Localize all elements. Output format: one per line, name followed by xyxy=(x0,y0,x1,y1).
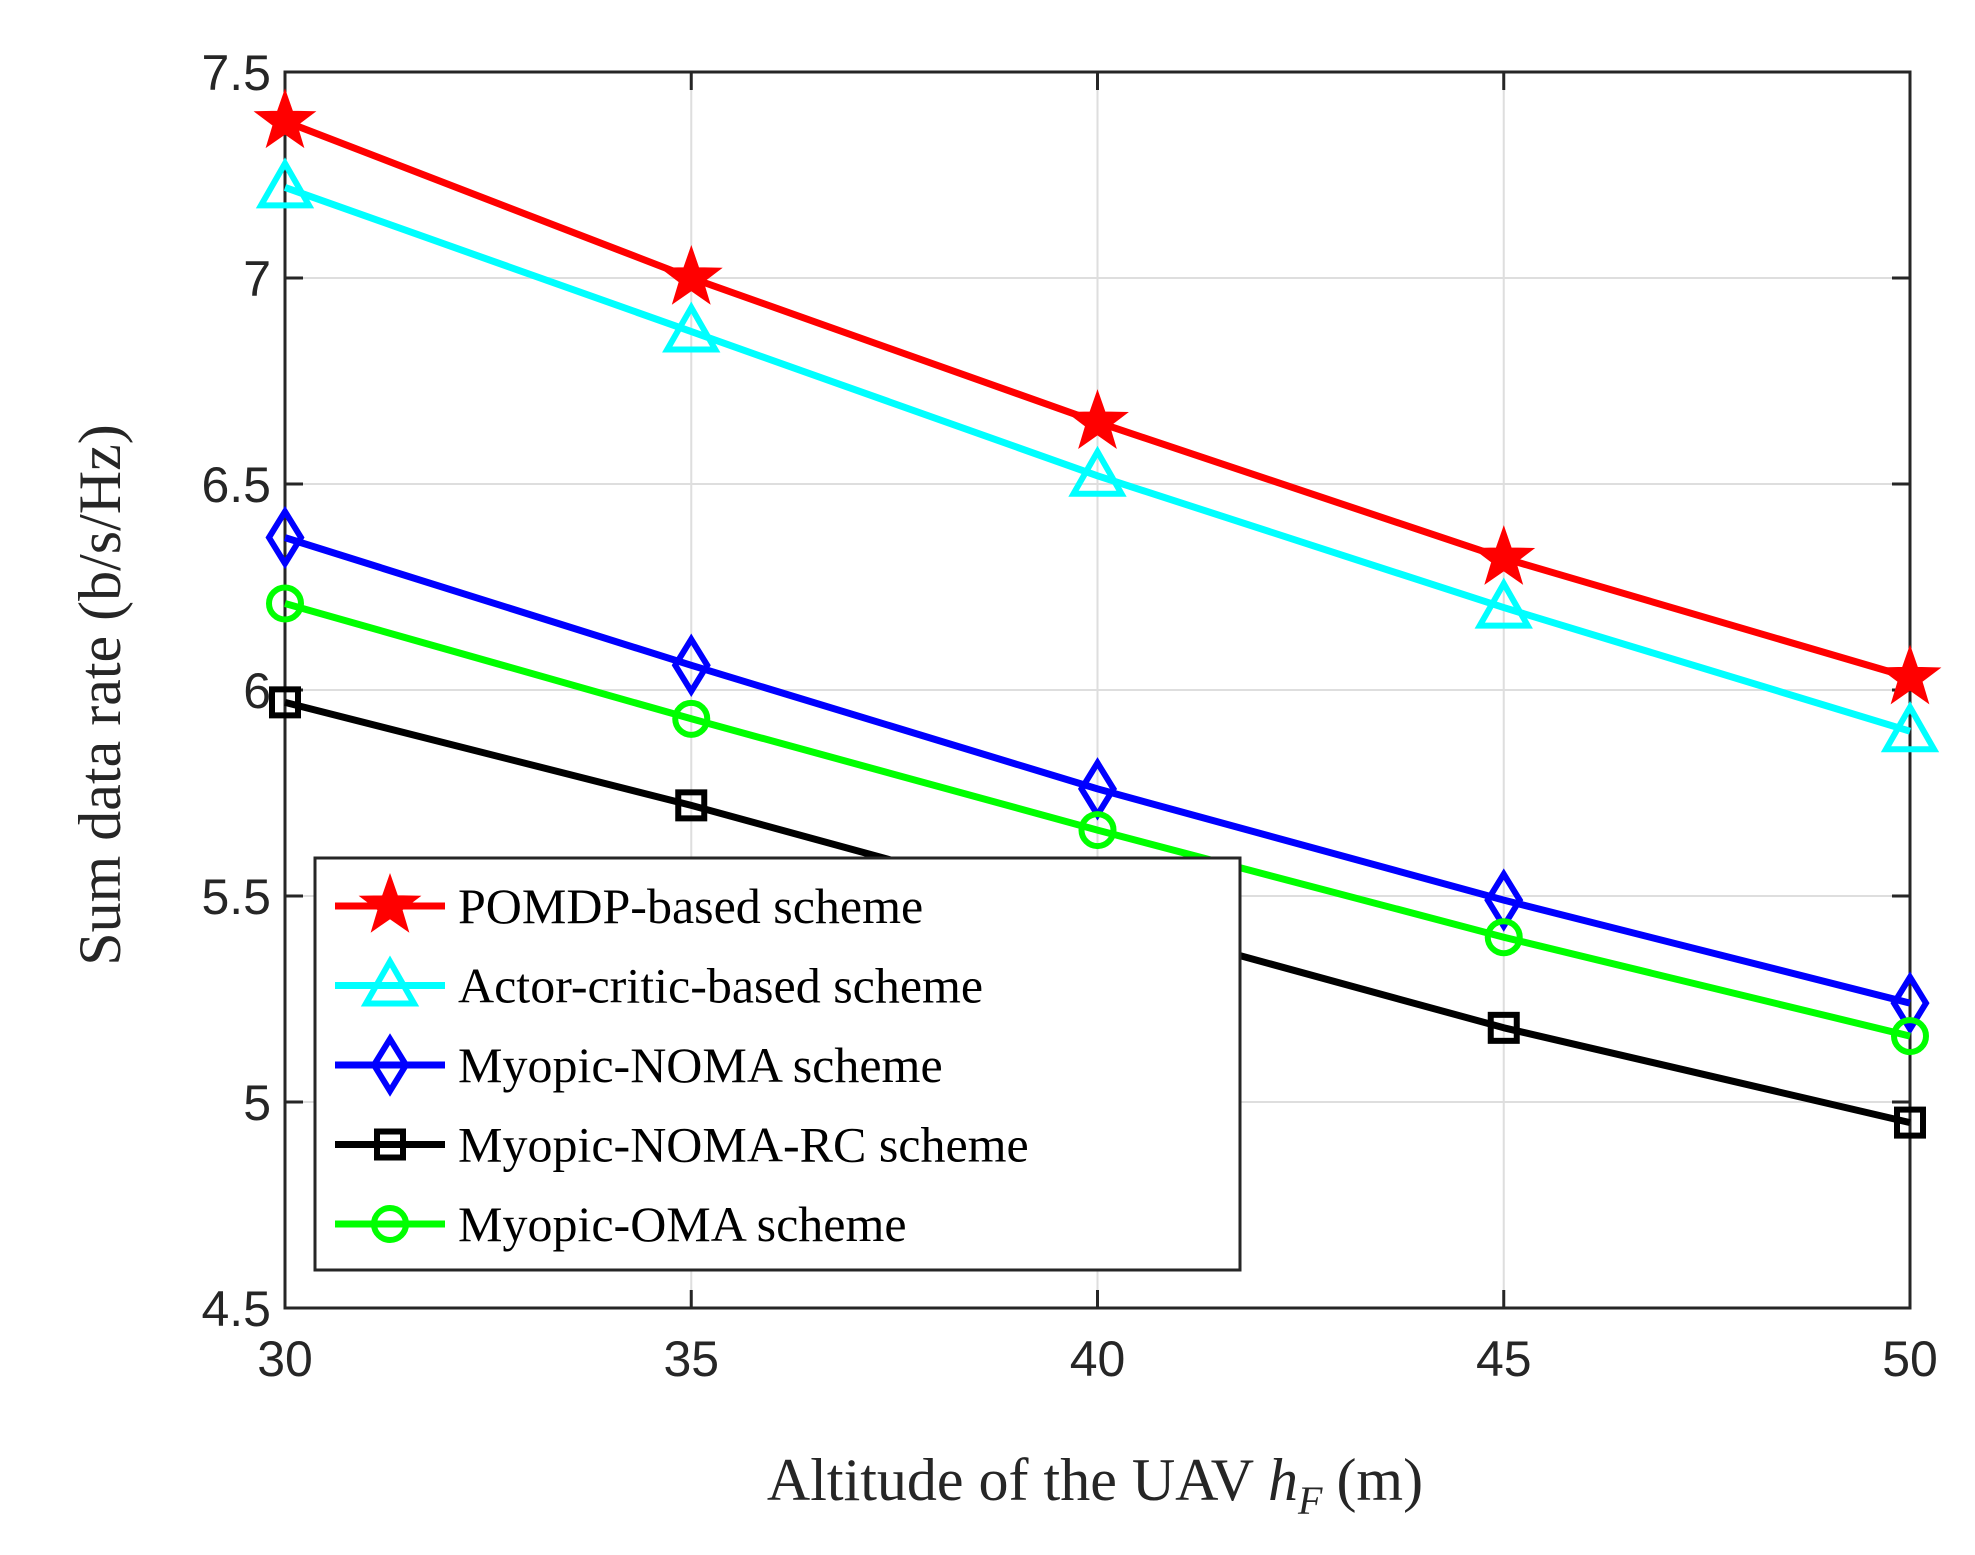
data-point xyxy=(671,633,711,698)
data-point xyxy=(1066,389,1129,449)
y-tick-label: 7.5 xyxy=(201,45,271,101)
legend-entry-3: Myopic-NOMA scheme xyxy=(335,1033,943,1097)
x-axis-title-prefix: Altitude of the UAV xyxy=(767,1447,1268,1513)
legend-entry-2: Actor-critic-based scheme xyxy=(335,955,983,1014)
x-tick-label: 45 xyxy=(1476,1331,1532,1387)
data-point xyxy=(1878,644,1942,705)
data-point xyxy=(1472,525,1536,585)
data-point xyxy=(1078,811,1117,850)
data-point xyxy=(1484,918,1523,957)
x-tick-label: 50 xyxy=(1882,1331,1938,1387)
x-tick-label: 40 xyxy=(1070,1331,1126,1387)
legend-entry-1: POMDP-based scheme xyxy=(335,872,923,934)
x-axis-title-variable: h xyxy=(1268,1447,1298,1513)
data-point xyxy=(1487,1011,1520,1044)
legend-marker xyxy=(371,1205,409,1243)
data-point xyxy=(266,584,304,623)
legend-marker xyxy=(360,955,420,1007)
y-tick-label: 6 xyxy=(243,663,271,719)
series-3 xyxy=(265,505,1930,1035)
legend-label: Myopic-NOMA scheme xyxy=(458,1037,943,1093)
x-tick-label: 30 xyxy=(257,1331,313,1387)
data-point xyxy=(672,699,711,738)
data-point xyxy=(269,686,301,719)
legend-entry-4: Myopic-NOMA-RC scheme xyxy=(335,1117,1029,1173)
data-point xyxy=(265,505,305,570)
data-point xyxy=(1068,445,1127,497)
series-1 xyxy=(253,88,1942,705)
y-tick-label: 5.5 xyxy=(201,869,271,925)
y-tick-label: 6.5 xyxy=(201,457,271,513)
series-2 xyxy=(255,157,1940,753)
data-point xyxy=(675,789,708,822)
y-tick-label: 7 xyxy=(243,251,271,307)
x-axis-title-unit: (m) xyxy=(1336,1447,1423,1513)
legend-entry-5: Myopic-OMA scheme xyxy=(335,1196,907,1252)
series-line xyxy=(283,534,1911,1007)
data-point xyxy=(1891,1017,1929,1056)
data-point xyxy=(1484,868,1524,932)
data-point xyxy=(1880,701,1940,753)
tick-labels: 30 35 40 45 50 4.5 5 5.5 6 6.5 7 7.5 xyxy=(201,45,1937,1387)
y-axis-title: Sum data rate (b/s/Hz) xyxy=(67,424,133,966)
legend-marker xyxy=(370,1033,410,1097)
data-point xyxy=(659,244,723,305)
series-5 xyxy=(266,584,1929,1056)
legend-label: Myopic-NOMA-RC scheme xyxy=(458,1117,1029,1173)
x-tick-label: 35 xyxy=(663,1331,719,1387)
legend-marker xyxy=(358,872,422,933)
y-tick-label: 5 xyxy=(243,1075,271,1131)
legend-label: Actor-critic-based scheme xyxy=(458,958,983,1014)
data-point xyxy=(253,88,317,149)
data-point xyxy=(255,157,315,209)
y-tick-label: 4.5 xyxy=(201,1281,271,1337)
x-axis-title: Altitude of the UAV hF (m) xyxy=(767,1447,1423,1523)
data-point xyxy=(1890,971,1930,1035)
legend-label: Myopic-OMA scheme xyxy=(458,1196,907,1252)
data-point xyxy=(662,301,721,353)
legend: POMDP-based scheme Actor-critic-based sch… xyxy=(313,856,1242,1272)
data-point xyxy=(1894,1106,1926,1139)
data-point xyxy=(1474,577,1533,629)
legend-box xyxy=(313,856,1242,1272)
series-line xyxy=(284,600,1911,1040)
series-line xyxy=(283,184,1912,735)
legend-label: POMDP-based scheme xyxy=(458,878,923,934)
legend-marker xyxy=(374,1128,406,1161)
x-axis-title-subscript: F xyxy=(1297,1478,1323,1523)
